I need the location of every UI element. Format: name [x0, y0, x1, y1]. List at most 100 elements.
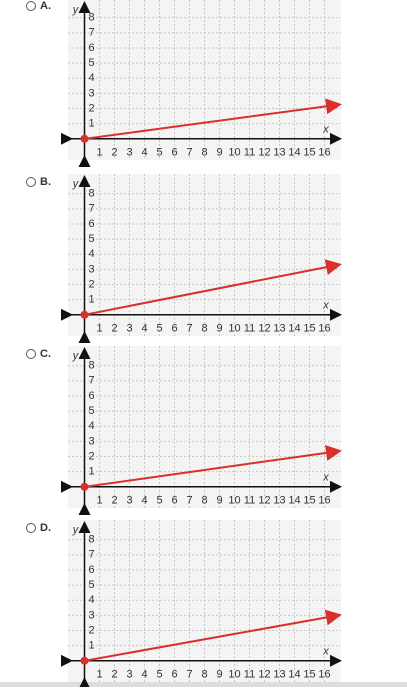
- y-tick-label: 8: [88, 188, 94, 200]
- x-tick-label: 9: [216, 147, 222, 159]
- x-tick-label: 9: [216, 323, 222, 335]
- x-tick-label: 6: [171, 669, 177, 681]
- y-tick-label: 2: [88, 624, 94, 636]
- x-tick-label: 2: [111, 495, 117, 507]
- y-tick-label: 2: [88, 450, 94, 462]
- y-tick-label: 6: [88, 390, 94, 402]
- x-axis-label: x: [322, 124, 329, 136]
- start-point: [80, 656, 89, 665]
- x-axis-label: x: [322, 300, 329, 312]
- x-tick-label: 15: [303, 495, 315, 507]
- y-tick-label: 6: [88, 42, 94, 54]
- y-axis-label: y: [72, 350, 80, 362]
- x-axis-label: x: [322, 472, 329, 484]
- x-tick-label: 3: [126, 495, 132, 507]
- y-tick-label: 7: [88, 203, 94, 215]
- x-tick-label: 4: [141, 147, 147, 159]
- x-tick-label: 4: [141, 495, 147, 507]
- y-tick-label: 6: [88, 218, 94, 230]
- data-line: [84, 259, 342, 316]
- x-tick-label: 12: [258, 323, 270, 335]
- x-tick-label: 15: [303, 323, 315, 335]
- y-tick-label: 8: [88, 12, 94, 24]
- x-tick-label: 10: [228, 669, 240, 681]
- x-tick-label: 5: [156, 669, 162, 681]
- option-label: B.: [40, 176, 51, 188]
- x-tick-label: 7: [186, 323, 192, 335]
- x-tick-label: 9: [216, 669, 222, 681]
- y-tick-label: 1: [88, 118, 94, 130]
- x-tick-label: 16: [318, 495, 330, 507]
- y-tick-label: 2: [88, 278, 94, 290]
- x-tick-label: 16: [318, 147, 330, 159]
- x-tick-label: 1: [96, 669, 102, 681]
- x-tick-label: 12: [258, 147, 270, 159]
- option-label: D.: [40, 522, 51, 534]
- option-label: A.: [40, 0, 51, 12]
- x-tick-label: 14: [288, 147, 300, 159]
- y-tick-label: 3: [88, 609, 94, 621]
- x-tick-label: 13: [273, 323, 285, 335]
- x-tick-label: 11: [244, 323, 255, 335]
- x-tick-label: 3: [126, 323, 132, 335]
- y-tick-label: 7: [88, 549, 94, 561]
- y-tick-label: 8: [88, 360, 94, 372]
- x-axis-label: x: [322, 646, 329, 658]
- x-tick-label: 13: [273, 495, 285, 507]
- bottom-bar: [0, 682, 407, 687]
- data-line: [84, 609, 342, 662]
- y-tick-label: 2: [88, 102, 94, 114]
- x-tick-label: 7: [186, 669, 192, 681]
- y-tick-label: 5: [88, 233, 94, 245]
- x-tick-label: 11: [244, 147, 255, 159]
- x-tick-label: 1: [96, 495, 102, 507]
- x-tick-label: 2: [111, 323, 117, 335]
- y-tick-label: 5: [88, 57, 94, 69]
- y-tick-label: 4: [88, 72, 94, 84]
- y-tick-label: 3: [88, 263, 94, 275]
- y-tick-label: 8: [88, 534, 94, 546]
- radio-button[interactable]: [26, 177, 36, 187]
- start-point: [80, 482, 89, 491]
- y-axis-label: y: [72, 4, 80, 16]
- x-tick-label: 1: [96, 323, 102, 335]
- x-tick-label: 14: [288, 495, 300, 507]
- radio-button[interactable]: [26, 349, 36, 359]
- x-tick-label: 8: [201, 323, 207, 335]
- x-tick-label: 8: [201, 147, 207, 159]
- x-tick-label: 11: [244, 669, 255, 681]
- x-tick-label: 5: [156, 147, 162, 159]
- x-tick-label: 10: [228, 323, 240, 335]
- data-line: [84, 444, 342, 488]
- y-axis-label: y: [72, 524, 80, 536]
- x-tick-label: 4: [141, 323, 147, 335]
- y-tick-label: 4: [88, 594, 94, 606]
- y-tick-label: 6: [88, 564, 94, 576]
- x-tick-label: 6: [171, 147, 177, 159]
- y-axis-label: y: [72, 178, 80, 190]
- x-tick-label: 11: [244, 495, 255, 507]
- start-point: [80, 310, 89, 319]
- x-tick-label: 13: [273, 669, 285, 681]
- radio-button[interactable]: [26, 523, 36, 533]
- x-tick-label: 3: [126, 669, 132, 681]
- y-tick-label: 4: [88, 420, 94, 432]
- y-tick-label: 4: [88, 248, 94, 260]
- radio-button[interactable]: [26, 1, 36, 11]
- x-tick-label: 9: [216, 495, 222, 507]
- x-tick-label: 7: [186, 147, 192, 159]
- x-tick-label: 1: [96, 147, 102, 159]
- x-tick-label: 8: [201, 669, 207, 681]
- x-tick-label: 10: [228, 495, 240, 507]
- x-tick-label: 12: [258, 669, 270, 681]
- x-tick-label: 6: [171, 495, 177, 507]
- y-tick-label: 7: [88, 375, 94, 387]
- x-tick-label: 6: [171, 323, 177, 335]
- y-tick-label: 5: [88, 405, 94, 417]
- x-tick-label: 5: [156, 495, 162, 507]
